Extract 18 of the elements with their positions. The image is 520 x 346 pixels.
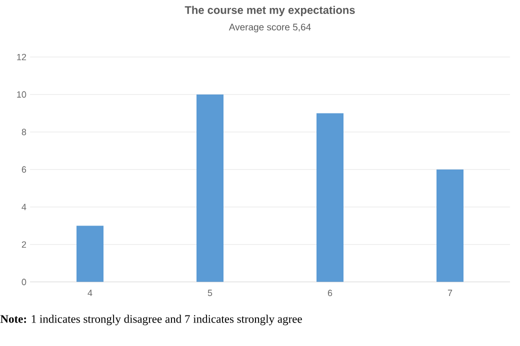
bar: [316, 113, 344, 282]
y-tick-label: 6: [22, 166, 26, 173]
x-tick-label: 7: [448, 290, 452, 296]
x-tick-label: 6: [328, 290, 332, 296]
chart-title: The course met my expectations: [184, 6, 355, 16]
y-tick-label: 12: [17, 54, 26, 60]
bar: [76, 226, 104, 282]
chart-subtitle: Average score 5,64: [228, 24, 311, 32]
bar: [196, 94, 224, 282]
text: Note: 1 indicates strongly disagree and 7 indicates strongly agree: [0, 314, 302, 326]
y-tick-label: 0: [22, 278, 26, 286]
x-tick-label: 4: [88, 290, 92, 296]
x-tick-label: 5: [208, 290, 212, 296]
y-tick-label: 8: [22, 128, 26, 136]
y-tick-label: 2: [22, 241, 26, 248]
y-tick-label: 4: [22, 204, 26, 210]
y-tick-label: 10: [17, 91, 26, 98]
bar: [436, 170, 464, 282]
